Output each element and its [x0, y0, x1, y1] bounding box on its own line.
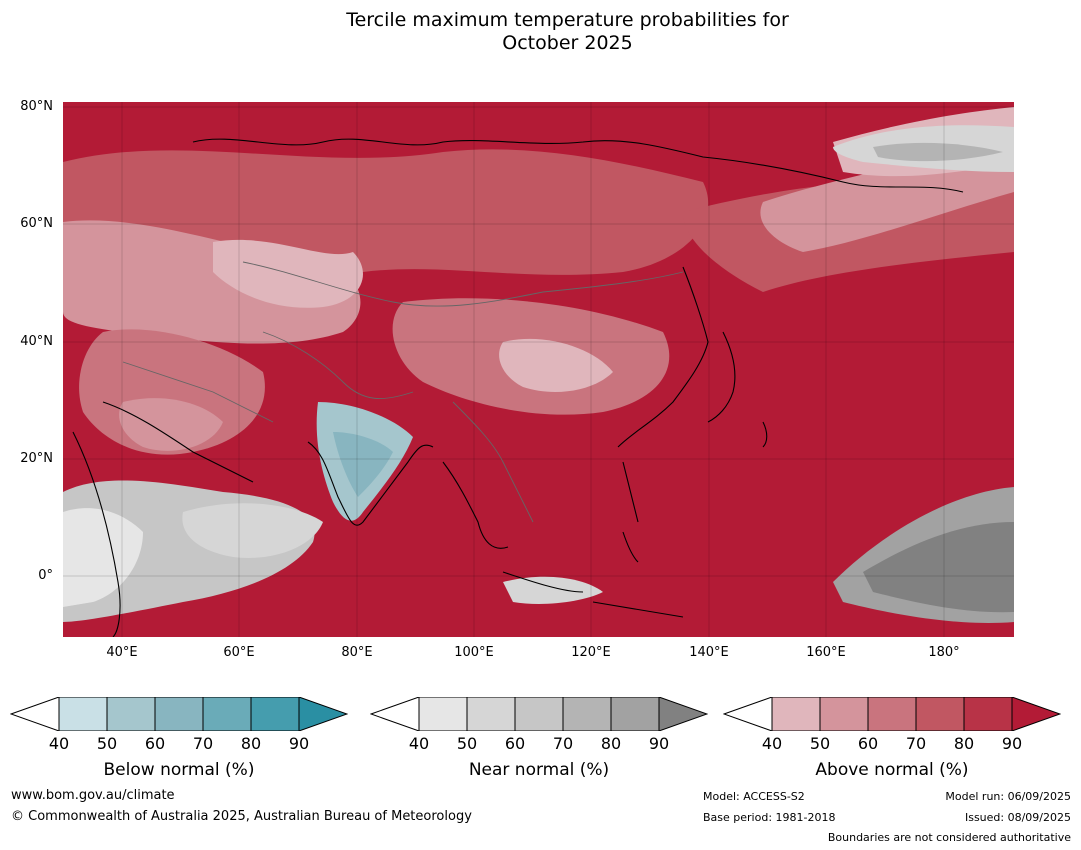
colorbar-below-label: Below normal (%)	[103, 760, 255, 780]
colorbar-above-swatch-2	[819, 697, 869, 731]
colorbar-near-tick: 70	[552, 734, 574, 753]
colorbar-below-tick: 50	[96, 734, 118, 753]
colorbar-below-tick: 70	[192, 734, 214, 753]
title-line-1: Tercile maximum temperature probabilitie…	[346, 9, 789, 31]
coastlines	[72, 138, 964, 637]
region-below-50-india	[333, 432, 393, 497]
region-near-normal-pacific-core	[863, 522, 1014, 613]
borders	[122, 261, 684, 523]
colorbar-below-swatch-2	[106, 697, 156, 731]
lat-label-20n: 20°N	[20, 451, 53, 466]
colorbar-above-swatch-4	[915, 697, 965, 731]
colorbar-near-swatch-1	[418, 697, 468, 731]
colorbar-near-swatch-5	[610, 697, 660, 731]
probability-map	[63, 102, 1014, 637]
colorbar-below-tick: 80	[240, 734, 262, 753]
colorbar-above-swatch-1	[771, 697, 821, 731]
graticule	[63, 102, 1014, 637]
footer-disclaimer: Boundaries are not considered authoritat…	[827, 831, 1071, 844]
colorbar-above-tick: 90	[1001, 734, 1023, 753]
footer-copyright: © Commonwealth of Australia 2025, Austra…	[11, 809, 472, 824]
colorbar-above-swatch-5	[963, 697, 1013, 731]
region-near-normal-indonesia	[503, 576, 603, 604]
colorbar-near-normal-svg	[370, 697, 708, 731]
lon-label-120e: 120°E	[571, 645, 611, 660]
colorbar-near-swatch-4	[562, 697, 612, 731]
colorbar-above-tick: 80	[953, 734, 975, 753]
lon-label-140e: 140°E	[689, 645, 729, 660]
colorbar-below-max-arrow	[298, 697, 348, 731]
region-near-normal-horn	[63, 508, 143, 607]
lat-label-0: 0°	[38, 568, 53, 583]
colorbar-below-swatch-5	[250, 697, 300, 731]
colorbar-above-label: Above normal (%)	[815, 760, 969, 780]
colorbar-near-min-arrow	[370, 697, 420, 731]
colorbar-above-tick: 40	[761, 734, 783, 753]
colorbar-near-swatch-3	[514, 697, 564, 731]
colorbar-below-normal-svg	[10, 697, 348, 731]
lat-label-40n: 40°N	[20, 334, 53, 349]
footer-url: www.bom.gov.au/climate	[11, 788, 175, 803]
colorbar-below-tick: 90	[288, 734, 310, 753]
colorbar-near-normal	[370, 697, 708, 731]
colorbar-below-tick: 40	[48, 734, 70, 753]
colorbar-above-normal	[723, 697, 1061, 731]
map-canvas	[63, 102, 1014, 637]
lon-label-180: 180°	[928, 645, 960, 660]
colorbar-below-tick: 60	[144, 734, 166, 753]
region-above-40-west	[213, 239, 363, 308]
lon-label-80e: 80°E	[341, 645, 373, 660]
footer-base-period: Base period: 1981-2018	[703, 811, 836, 824]
lon-label-100e: 100°E	[454, 645, 494, 660]
colorbar-below-swatch-3	[154, 697, 204, 731]
region-above-40-china	[499, 338, 613, 392]
colorbar-near-swatch-2	[466, 697, 516, 731]
colorbar-near-tick: 50	[456, 734, 478, 753]
colorbar-near-tick: 80	[600, 734, 622, 753]
region-above-50-west	[63, 220, 361, 344]
region-above-50-arabia	[119, 398, 223, 451]
colorbar-below-swatch-4	[202, 697, 252, 731]
region-near-normal-arabian-sea	[182, 503, 323, 558]
colorbar-above-tick: 50	[809, 734, 831, 753]
colorbar-above-min-arrow	[723, 697, 773, 731]
colorbar-above-swatch-3	[867, 697, 917, 731]
region-near-normal-arctic-core	[873, 142, 1003, 162]
lat-label-80n: 80°N	[20, 99, 53, 114]
colorbar-near-label: Near normal (%)	[468, 760, 610, 780]
colorbar-above-tick: 70	[905, 734, 927, 753]
footer-model: Model: ACCESS-S2	[703, 790, 805, 803]
colorbar-above-normal-svg	[723, 697, 1061, 731]
footer-issued: Issued: 08/09/2025	[964, 811, 1071, 824]
colorbar-below-normal	[10, 697, 348, 731]
footer-model-run: Model run: 06/09/2025	[945, 790, 1071, 803]
title-line-2: October 2025	[502, 32, 633, 54]
colorbar-near-tick: 60	[504, 734, 526, 753]
colorbar-near-tick: 90	[648, 734, 670, 753]
lon-label-40e: 40°E	[106, 645, 138, 660]
map-title: Tercile maximum temperature probabilitie…	[0, 9, 1081, 55]
colorbar-above-tick: 60	[857, 734, 879, 753]
colorbar-near-max-arrow	[658, 697, 708, 731]
lat-label-60n: 60°N	[20, 216, 53, 231]
colorbar-below-swatch-1	[58, 697, 108, 731]
colorbar-above-max-arrow	[1011, 697, 1061, 731]
colorbar-below-min-arrow	[10, 697, 60, 731]
lon-label-160e: 160°E	[806, 645, 846, 660]
colorbar-near-tick: 40	[408, 734, 430, 753]
lon-label-60e: 60°E	[223, 645, 255, 660]
